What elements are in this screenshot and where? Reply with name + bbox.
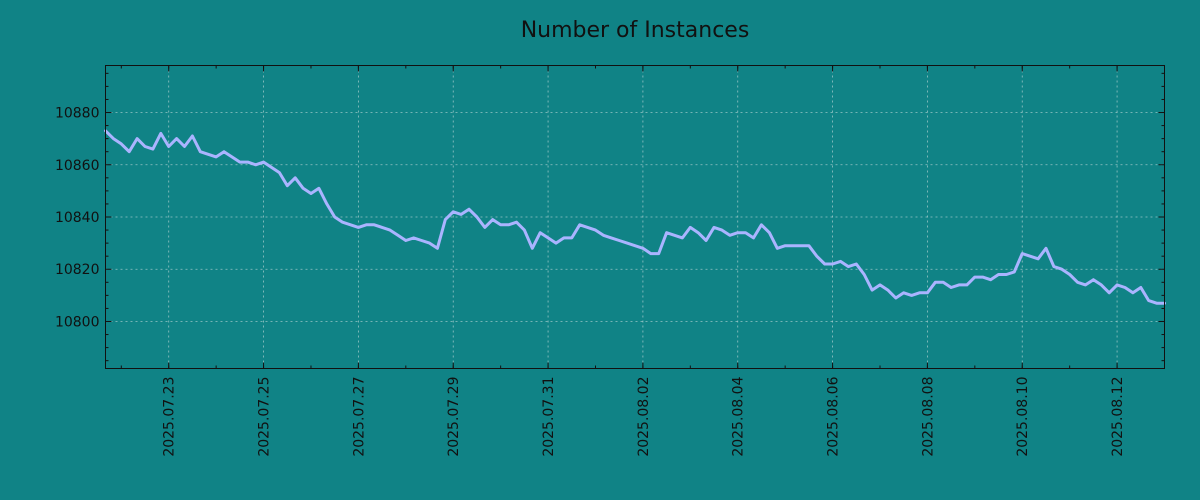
y-tick-label: 10820 [55, 262, 100, 278]
y-tick-label: 10840 [55, 210, 100, 226]
y-tick-label: 10880 [55, 106, 100, 122]
x-tick-label: 2025.07.23 [162, 377, 178, 457]
x-tick-label: 2025.08.12 [1110, 377, 1126, 457]
x-tick-label: 2025.08.04 [731, 376, 747, 456]
plot-area-frame [105, 65, 1165, 369]
x-tick-label: 2025.07.29 [446, 376, 462, 456]
chart-title: Number of Instances [521, 18, 750, 43]
x-tick-label: 2025.07.27 [351, 377, 367, 457]
y-tick-label: 10860 [55, 158, 100, 174]
x-tick-label: 2025.08.02 [636, 377, 652, 457]
y-tick-label: 10800 [55, 314, 100, 330]
series-line [104, 129, 1166, 305]
x-tick-label: 2025.08.10 [1015, 377, 1031, 457]
grid-lines [105, 65, 1165, 369]
x-tick-label: 2025.07.25 [257, 377, 273, 457]
x-tick-label: 2025.07.31 [541, 377, 557, 457]
y-axis: 10800 10820 10840 10860 10880 [55, 72, 1165, 362]
x-tick-label: 2025.08.08 [920, 377, 936, 457]
series-layer [104, 129, 1166, 305]
x-tick-label: 2025.08.06 [826, 376, 842, 456]
